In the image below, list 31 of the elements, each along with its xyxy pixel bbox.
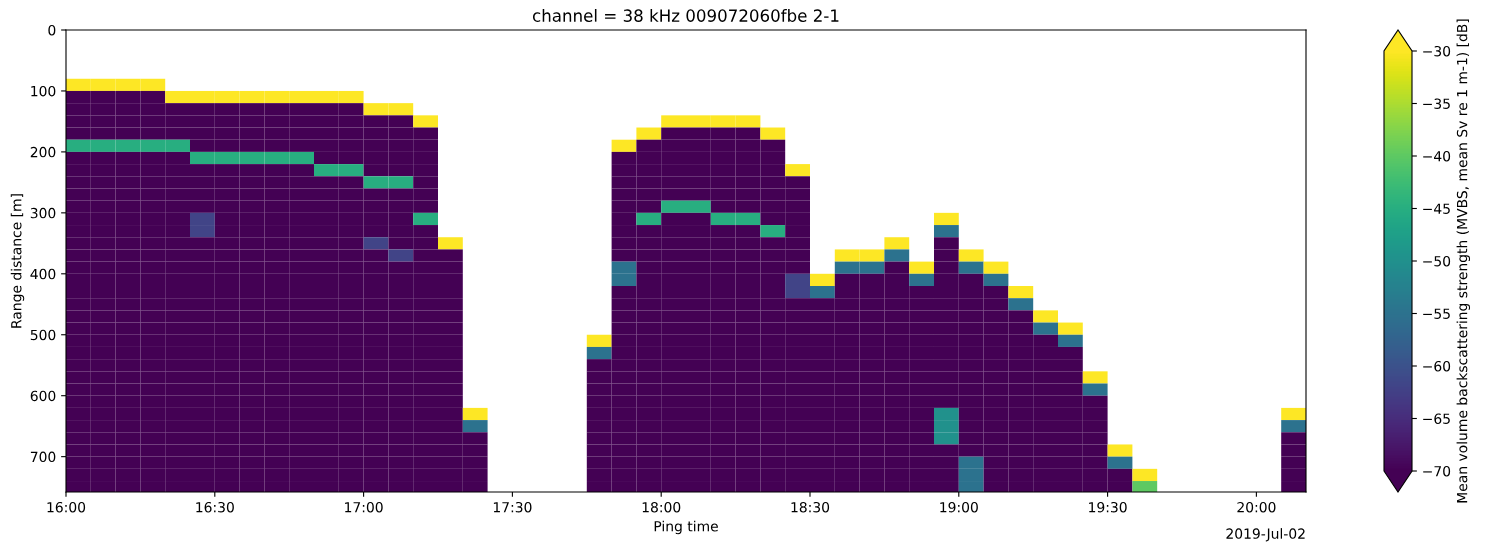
x-tick-label: 16:30 (196, 501, 234, 513)
x-tick-label: 18:30 (791, 501, 830, 513)
x-tick-label: 19:30 (1089, 501, 1127, 513)
color-bar-label: −50 (1423, 255, 1451, 267)
text: 2019-Jul-02 (1226, 528, 1305, 542)
y-tick-label: 200 (30, 146, 56, 158)
color-bar-label: −45 (1423, 203, 1450, 214)
color-bar-label: −55 (1423, 308, 1450, 319)
x-tick-label: 17:30 (493, 501, 532, 513)
color-bar-label: −40 (1423, 150, 1451, 162)
x-tick-label: 20:00 (1237, 501, 1276, 513)
y-tick-label: 300 (30, 207, 56, 219)
y-tick-label: 400 (30, 268, 56, 280)
y-tick-label: 500 (30, 329, 56, 341)
x-tick-label: 16:00 (47, 501, 86, 513)
x-tick-label: 18:00 (642, 501, 681, 513)
color-bar-title: Mean volume backscattering strength (MVBS, mean Sv re 1 m-1) [dB] (1456, 19, 1471, 503)
y-tick-label: 600 (30, 390, 56, 402)
y-tick-label: 0 (48, 24, 56, 36)
color-bar-label: −30 (1423, 45, 1451, 57)
color-bar-label: −35 (1423, 98, 1450, 109)
color-bar-label: −65 (1423, 413, 1450, 424)
y-axis-title: Range distance [m] (10, 194, 25, 328)
y-tick-label: 700 (30, 451, 56, 463)
color-bar-label: −70 (1423, 465, 1451, 477)
chart-title: channel = 38 kHz 009072060fbe 2-1 (532, 9, 839, 22)
x-tick-label: 19:00 (940, 501, 978, 513)
y-tick-label: 100 (31, 85, 56, 97)
x-tick-label: 17:00 (345, 501, 383, 513)
color-bar-label: −60 (1423, 360, 1451, 372)
x-axis-title: Ping time (654, 520, 718, 535)
